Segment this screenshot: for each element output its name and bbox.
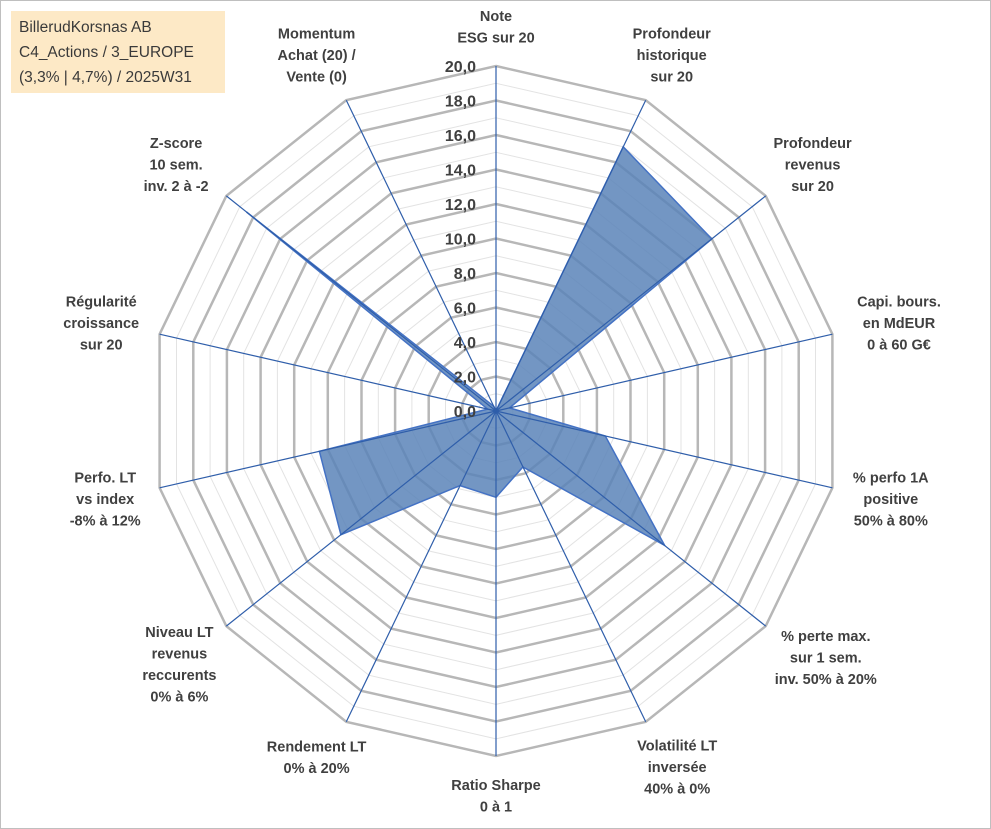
axis-spoke	[495, 333, 833, 412]
tick-label: 12,0	[445, 197, 476, 214]
axis-spoke	[345, 99, 497, 412]
tick-label: 8,0	[454, 266, 476, 283]
axis-label-line: Niveau LT	[145, 625, 213, 641]
axis-spoke	[225, 410, 497, 627]
axis-label-line: Vente (0)	[286, 69, 347, 85]
axis-label-line: % perte max.	[781, 629, 870, 645]
axis-label-line: Volatilité LT	[637, 739, 717, 755]
axis-label-line: revenus	[785, 158, 841, 174]
axis-label: Volatilité LT inversée 40% à 0%	[637, 739, 717, 798]
axis-spoke	[159, 333, 497, 412]
axis-label-line: Z-score	[150, 136, 202, 152]
axis-label: % perfo 1A positive 50% à 80%	[853, 471, 929, 530]
axis-label-line: reccurents	[142, 668, 216, 684]
axis-label-line: croissance	[63, 316, 139, 332]
axis-label-line: 0 à 60 G€	[867, 338, 931, 354]
axis-spoke	[495, 410, 833, 489]
axis-label-line: Note	[480, 9, 512, 25]
radar-spokes	[159, 66, 833, 756]
title-box: BillerudKorsnas AB C4_Actions / 3_EUROPE…	[11, 11, 225, 93]
axis-label-line: 50% à 80%	[854, 514, 928, 530]
axis-label-line: 0% à 20%	[284, 761, 350, 777]
axis-label-line: 0 à 1	[480, 799, 512, 815]
title-line-stats: (3,3% | 4,7%) / 2025W31	[19, 69, 192, 86]
axis-label: Momentum Achat (20) / Vente (0)	[278, 26, 356, 85]
axis-label: Ratio Sharpe 0 à 1	[451, 778, 540, 816]
title-line-category: C4_Actions / 3_EUROPE	[19, 44, 194, 61]
axis-label: Niveau LT revenus reccurents 0% à 6%	[142, 625, 216, 706]
axis-label-line: % perfo 1A	[853, 471, 929, 487]
title-line-company: BillerudKorsnas AB	[19, 19, 152, 36]
axis-label: % perte max. sur 1 sem. inv. 50% à 20%	[775, 629, 877, 688]
axis-label-line: -8% à 12%	[70, 514, 141, 530]
tick-label: 16,0	[445, 128, 476, 145]
axis-label-line: 40% à 0%	[644, 782, 710, 798]
axis-label-line: inv. 50% à 20%	[775, 672, 877, 688]
axis-label-line: 10 sem.	[149, 158, 202, 174]
axis-spoke	[225, 195, 497, 412]
axis-spoke	[495, 195, 767, 412]
axis-spoke	[495, 410, 647, 723]
axis-label-line: sur 20	[80, 338, 123, 354]
tick-label: 18,0	[445, 94, 476, 111]
axis-label-line: positive	[863, 492, 918, 508]
axis-label-line: 0% à 6%	[150, 689, 208, 705]
radar-axis-labels: Note ESG sur 20 Profondeur historique sur 20…	[63, 9, 941, 816]
axis-label-line: sur 20	[791, 179, 834, 195]
axis-spoke	[345, 410, 497, 723]
radar-tick-labels: 0,0 2,0 4,0 6,0 8,0 10,0 12,0 14,0 16,0 18,0 20,0	[445, 59, 476, 421]
axis-label-line: Régularité	[66, 295, 137, 311]
axis-label-line: Achat (20) /	[278, 48, 356, 64]
axis-label: Perfo. LT vs index -8% à 12%	[70, 471, 141, 530]
axis-spoke	[495, 410, 767, 627]
axis-label: Capi. bours. en MdEUR 0 à 60 G€	[857, 295, 941, 354]
axis-spoke	[495, 99, 647, 412]
axis-label-line: Profondeur	[774, 136, 852, 152]
axis-label-line: inversée	[648, 760, 707, 776]
axis-label-line: Perfo. LT	[74, 471, 136, 487]
axis-label: Régularité croissance sur 20	[63, 295, 139, 354]
axis-label-line: historique	[637, 48, 707, 64]
tick-label: 14,0	[445, 163, 476, 180]
axis-label-line: Profondeur	[633, 26, 711, 42]
tick-label: 2,0	[454, 370, 476, 387]
axis-label-line: revenus	[152, 646, 208, 662]
axis-label: Profondeur historique sur 20	[633, 26, 711, 85]
axis-label-line: Momentum	[278, 26, 355, 42]
axis-label-line: inv. 2 à -2	[144, 179, 209, 195]
axis-label-line: sur 20	[650, 69, 693, 85]
tick-label: 20,0	[445, 59, 476, 76]
tick-label: 0,0	[454, 404, 476, 421]
axis-label: Profondeur revenus sur 20	[774, 136, 852, 195]
axis-label: Note ESG sur 20	[457, 9, 534, 47]
axis-spoke	[159, 410, 497, 489]
axis-label-line: Capi. bours.	[857, 295, 941, 311]
axis-label: Z-score 10 sem. inv. 2 à -2	[144, 136, 209, 195]
tick-label: 4,0	[454, 335, 476, 352]
axis-label: Rendement LT 0% à 20%	[267, 740, 367, 778]
axis-label-line: Rendement LT	[267, 740, 367, 756]
tick-label: 6,0	[454, 301, 476, 318]
axis-label-line: ESG sur 20	[457, 30, 534, 46]
axis-label-line: sur 1 sem.	[790, 650, 862, 666]
axis-label-line: vs index	[76, 492, 134, 508]
axis-label-line: Ratio Sharpe	[451, 778, 540, 794]
axis-label-line: en MdEUR	[863, 316, 936, 332]
tick-label: 10,0	[445, 232, 476, 249]
